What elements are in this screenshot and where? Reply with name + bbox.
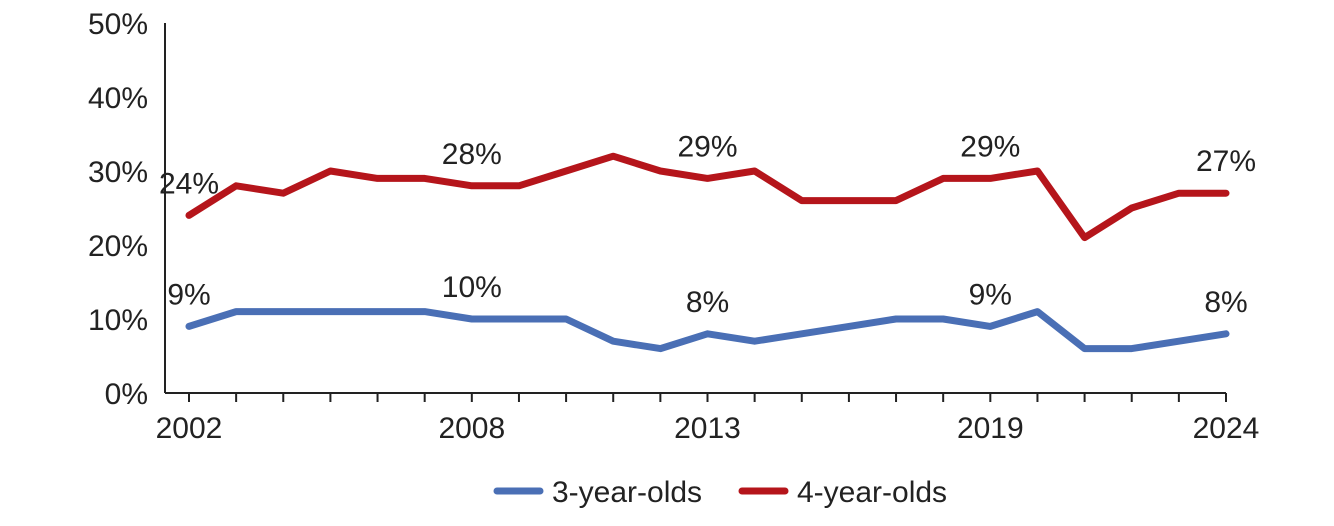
y-tick-label: 50% <box>88 8 148 41</box>
data-label: 28% <box>442 138 502 171</box>
legend-item: 4-year-olds <box>738 476 947 509</box>
legend-item: 3-year-olds <box>493 476 702 509</box>
data-label: 9% <box>167 278 210 311</box>
axes: 0% 10% 20% 30% 40% 50% 2002 2008 2013 2019 2024 <box>88 8 1259 445</box>
data-label: 24% <box>159 167 219 200</box>
data-label: 29% <box>677 130 737 163</box>
y-tick-label: 10% <box>88 304 148 337</box>
legend: 3-year-olds 4-year-olds <box>493 476 947 509</box>
y-tick-label: 30% <box>88 156 148 189</box>
data-label: 29% <box>960 130 1020 163</box>
y-tick-label: 40% <box>88 82 148 115</box>
data-label: 10% <box>442 271 502 304</box>
series-lines <box>185 152 1230 353</box>
y-tick-label: 20% <box>88 230 148 263</box>
data-label: 27% <box>1196 145 1256 178</box>
y-tick-label: 0% <box>105 378 148 411</box>
data-label: 9% <box>969 278 1012 311</box>
data-labels: 9% 10% 8% 9% 8% 24% 28% 29% 29% 27% <box>159 130 1256 318</box>
x-tick-label: 2013 <box>674 412 741 445</box>
data-label: 8% <box>686 286 729 319</box>
x-tick-label: 2008 <box>438 412 505 445</box>
data-label: 8% <box>1204 286 1247 319</box>
x-tick-label: 2019 <box>957 412 1024 445</box>
x-tick-label: 2024 <box>1193 412 1260 445</box>
x-tick-label: 2002 <box>156 412 223 445</box>
series-line-3-year-olds <box>185 308 1230 353</box>
legend-label: 4-year-olds <box>797 476 947 509</box>
series-line-4-year-olds <box>185 152 1230 242</box>
legend-label: 3-year-olds <box>552 476 702 509</box>
